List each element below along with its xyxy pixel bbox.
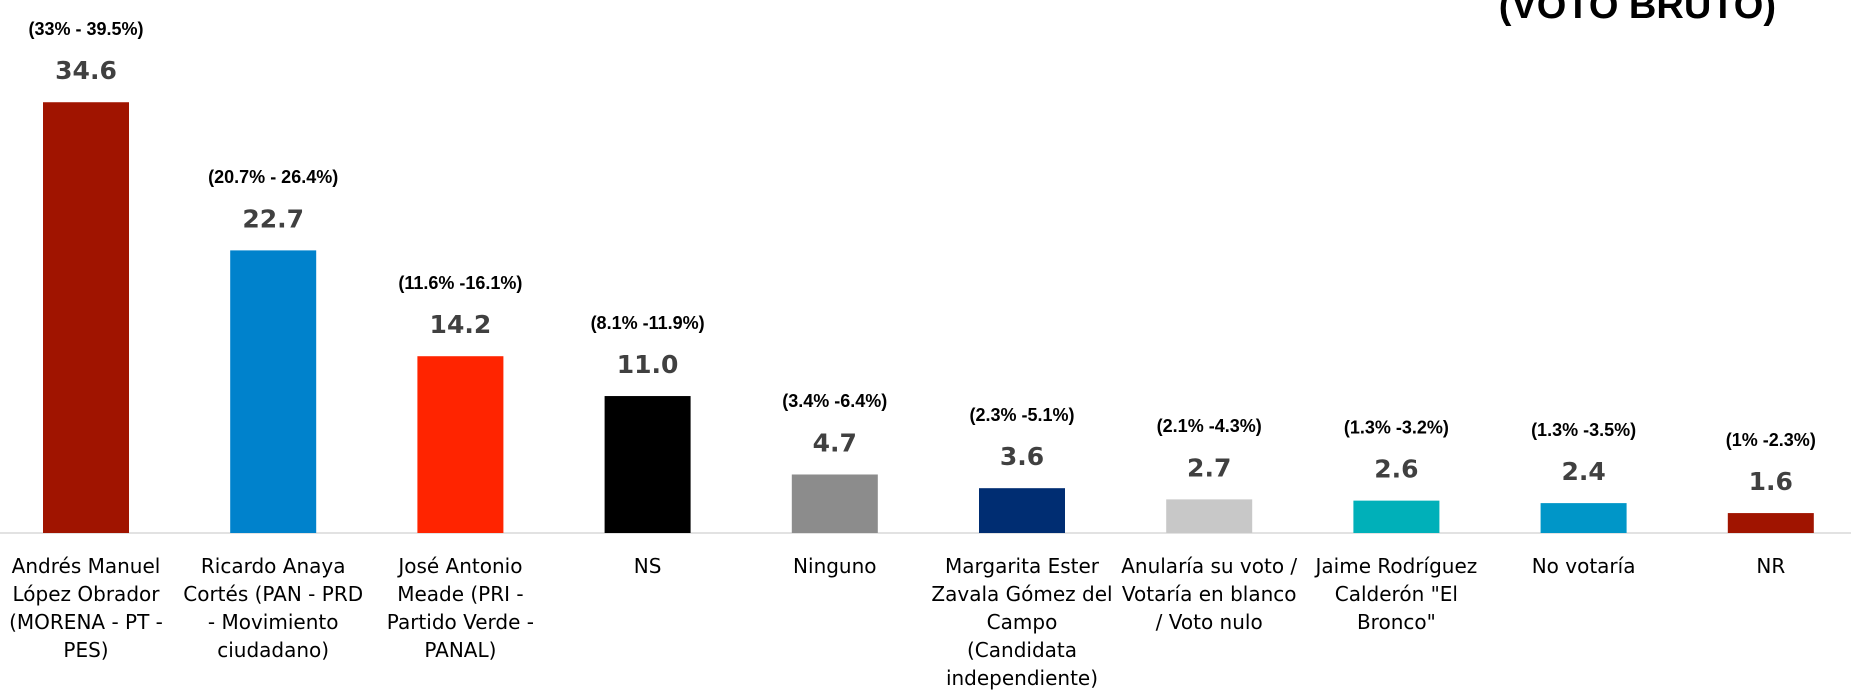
interval-label: (11.6% -16.1%) bbox=[398, 273, 522, 293]
value-label: 2.6 bbox=[1374, 455, 1418, 484]
interval-label: (1.3% -3.5%) bbox=[1531, 420, 1636, 440]
x-tick-label: No votaría bbox=[1531, 554, 1636, 578]
value-label: 4.7 bbox=[813, 428, 857, 457]
bar bbox=[1727, 513, 1814, 533]
chart-title: (VOTO BRUTO) bbox=[1499, 0, 1776, 27]
chart: (VOTO BRUTO) 34.6 (33% - 39.5%) 22.7 (20.7%… bbox=[0, 0, 1851, 534]
bar bbox=[417, 356, 504, 533]
x-tick-label: José Antonio Meade (PRI - Partido Verde … bbox=[386, 554, 534, 662]
x-tick-label: Anularía su voto / Votaría en blanco / V… bbox=[1121, 554, 1298, 634]
value-label: 2.4 bbox=[1561, 457, 1605, 486]
interval-label: (2.1% -4.3%) bbox=[1157, 416, 1262, 436]
interval-label: (20.7% - 26.4%) bbox=[208, 167, 338, 187]
x-tick-label: Ninguno bbox=[793, 554, 877, 578]
value-label: 22.7 bbox=[242, 204, 304, 233]
interval-label: (3.4% -6.4%) bbox=[782, 391, 887, 411]
value-label: 3.6 bbox=[1000, 442, 1044, 471]
bar bbox=[1353, 500, 1440, 533]
value-label: 2.7 bbox=[1187, 453, 1231, 482]
bar bbox=[979, 488, 1065, 533]
interval-label: (8.1% -11.9%) bbox=[591, 313, 705, 333]
bar bbox=[791, 474, 878, 533]
interval-label: (1% -2.3%) bbox=[1726, 430, 1816, 450]
bar bbox=[43, 102, 129, 533]
interval-label: (1.3% -3.2%) bbox=[1344, 417, 1449, 437]
value-label: 11.0 bbox=[617, 350, 679, 379]
bar bbox=[230, 250, 317, 533]
bar bbox=[1166, 499, 1253, 533]
x-tick-label: NR bbox=[1756, 554, 1786, 578]
x-tick-label: Ricardo Anaya Cortés (PAN - PRD - Movimi… bbox=[183, 554, 364, 662]
x-tick-label: Andrés Manuel López Obrador (MORENA - PT… bbox=[9, 554, 163, 662]
bar bbox=[604, 396, 691, 533]
x-tick-label: NS bbox=[633, 554, 662, 578]
value-label: 34.6 bbox=[55, 56, 117, 85]
x-tick-label: Margarita Ester Zavala Gómez del Campo (… bbox=[931, 554, 1113, 690]
x-tick-label: Jaime Rodríguez Calderón "El Bronco" bbox=[1315, 554, 1478, 634]
value-label: 1.6 bbox=[1749, 467, 1793, 496]
bar bbox=[1540, 503, 1627, 533]
interval-label: (2.3% -5.1%) bbox=[969, 405, 1074, 425]
value-label: 14.2 bbox=[430, 310, 492, 339]
interval-label: (33% - 39.5%) bbox=[28, 19, 143, 39]
